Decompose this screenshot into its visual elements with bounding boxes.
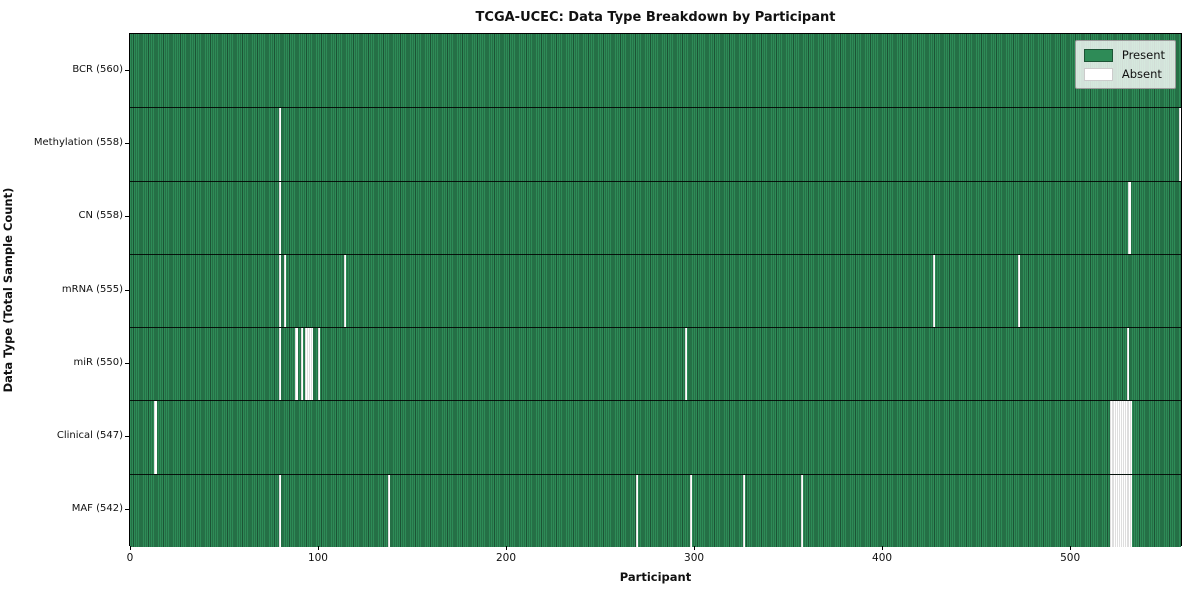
x-tick-label: 500 [1060,552,1081,564]
y-tick-label-maf: MAF (542) [71,503,123,515]
absent-stripe [278,108,281,181]
absent-swatch [1083,67,1113,81]
y-tick-label-mir: miR (550) [73,356,123,368]
y-tick-mark [125,362,129,364]
y-tick-mark [125,69,129,71]
absent-stripe [318,328,321,401]
legend-present-label: Present [1121,48,1165,62]
absent-stripe [344,254,347,328]
absent-stripe [278,474,281,547]
row-clinical [130,400,1181,474]
row-cn [130,180,1181,254]
absent-stripe [278,181,281,254]
absent-stripe [304,328,307,401]
x-tick-label: 300 [684,552,705,564]
plot-area: Present Absent [129,33,1182,547]
absent-stripe [690,474,693,547]
absent-stripe [1128,181,1131,254]
x-tick-mark [129,546,131,550]
absent-stripe [278,254,281,328]
absent-stripe [1126,328,1129,401]
x-tick-mark [1070,546,1072,550]
absent-stripe [1117,401,1120,474]
absent-stripe [278,328,281,401]
absent-stripe [306,328,309,401]
x-tick-label: 100 [307,552,328,564]
absent-stripe [1117,474,1120,547]
x-tick-mark [882,546,884,550]
absent-stripe [1109,474,1112,547]
row-bcr [130,34,1181,108]
absent-stripe [1126,401,1129,474]
row-mir [130,327,1181,401]
absent-stripe [1124,401,1127,474]
absent-stripe [801,474,804,547]
absent-stripe [932,254,935,328]
legend-entry-present: Present [1083,48,1165,62]
absent-stripe [1120,401,1124,474]
absent-stripe [387,474,390,547]
absent-stripe [310,328,313,401]
y-tick-mark [125,289,129,291]
absent-stripe [1122,474,1125,547]
y-tick-mark [125,436,129,438]
absent-stripe [1111,401,1114,474]
absent-stripe [1119,401,1122,474]
y-tick-mark [125,509,129,511]
absent-stripe [1115,474,1118,547]
absent-stripe [1122,401,1125,474]
y-axis-label: Data Type (Total Sample Count) [1,187,15,393]
legend-absent-label: Absent [1121,67,1162,81]
absent-stripe [295,328,298,401]
absent-stripe [1113,474,1116,547]
y-tick-label-clinical: Clinical (547) [56,430,123,442]
legend: Present Absent [1074,40,1176,89]
legend-entry-absent: Absent [1083,67,1165,81]
absent-stripe [301,328,304,401]
row-methylation [130,107,1181,181]
absent-stripe [154,401,157,474]
y-tick-label-methylation: Methylation (558) [33,136,123,148]
x-tick-label: 400 [872,552,893,564]
absent-stripe [684,328,687,401]
absent-stripe [1109,401,1112,474]
y-tick-mark [125,142,129,144]
absent-stripe [1120,474,1124,547]
chart-title: TCGA-UCEC: Data Type Breakdown by Partic… [475,10,836,25]
absent-stripe [284,254,287,328]
y-tick-label-cn: CN (558) [78,210,123,222]
x-tick-mark [506,546,507,550]
absent-stripe [1130,401,1133,474]
absent-stripe [1115,401,1118,474]
x-tick-label: 0 [126,552,134,564]
absent-stripe [1017,254,1020,328]
rows-container [130,34,1181,547]
absent-stripe [1124,474,1127,547]
y-tick-mark [125,216,129,218]
row-mrna [130,253,1181,328]
row-maf [130,473,1181,547]
x-tick-mark [317,546,319,550]
x-tick-label: 200 [495,552,517,564]
absent-stripe [635,474,638,547]
absent-stripe [742,474,746,547]
y-tick-label-mrna: mRNA (555) [61,283,123,295]
y-tick-label-bcr: BCR (560) [72,63,123,75]
absent-stripe [1113,401,1116,474]
absent-stripe [1126,474,1129,547]
absent-stripe [1111,474,1114,547]
x-tick-mark [694,546,696,550]
absent-stripe [308,328,311,401]
absent-stripe [1128,474,1131,547]
x-axis-label: Participant [619,570,692,584]
absent-stripe [1130,474,1133,547]
absent-stripe [1128,401,1131,474]
absent-stripe [1179,108,1181,181]
absent-stripe [1119,474,1122,547]
present-swatch [1083,48,1113,62]
